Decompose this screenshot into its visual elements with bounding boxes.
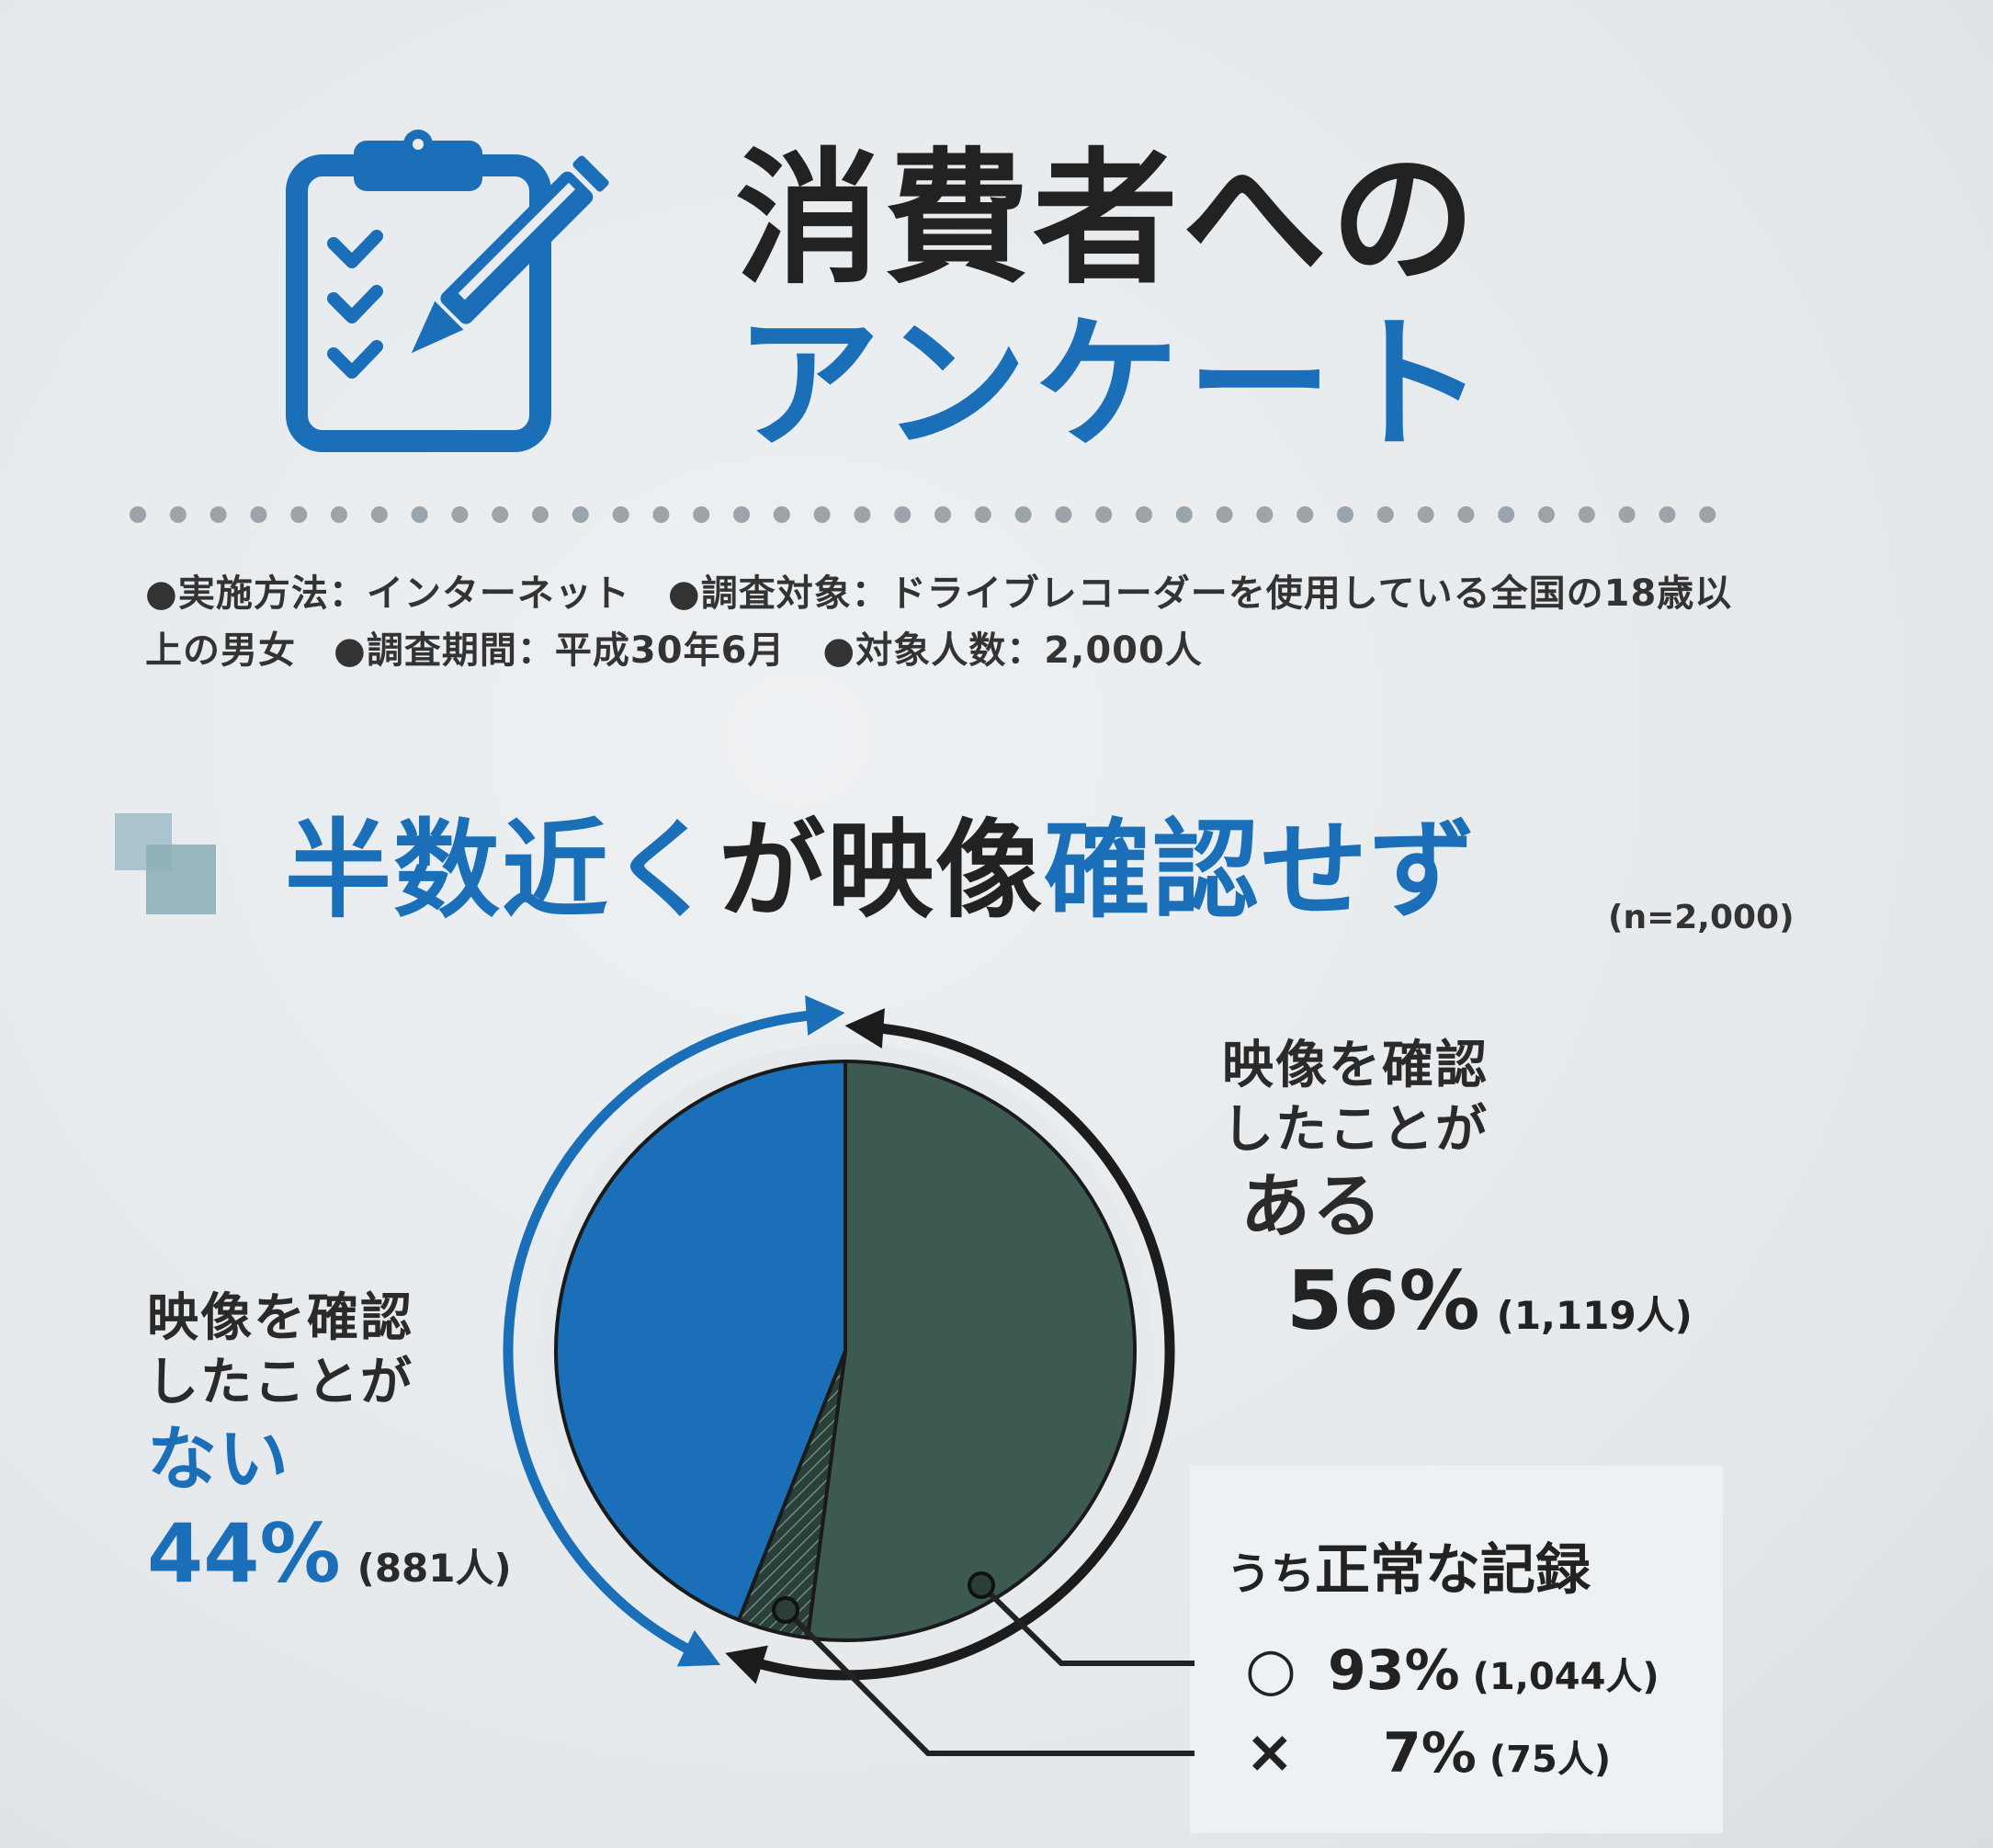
divider-dot [1376,506,1394,523]
divider-dot [370,506,388,523]
divider-dot [1175,506,1193,523]
title-line-2: アンケート [735,300,1492,470]
divider-dot [1417,506,1434,523]
breakdown-row-ng: × 7% (75人) [1245,1718,1611,1786]
divider-dot [813,506,831,523]
divider-dot [773,506,790,523]
label-seen-percent: 56% [1286,1253,1480,1348]
label-seen-line-1: 映像を確認 [1222,1036,1489,1095]
divider-dot [331,506,347,523]
chart-heading: 半数近くが映像確認せず [285,818,1478,924]
divider-dot [1659,506,1676,523]
label-seen-emphasis: ある [1240,1165,1384,1247]
survey-method: ●実施方法：インターネット [145,573,630,615]
divider-dot [1457,506,1475,523]
label-not-seen-percent-row: 44% (881人) [147,1503,512,1619]
label-not-seen: 映像を確認 したことが ない 44% (881人) [147,1287,512,1619]
survey-info: ●実施方法：インターネット ●調査対象：ドライブレコーダーを使用している全国の1… [145,565,1744,679]
breakdown-ng-percent: 7% [1383,1721,1477,1786]
divider-dot [572,506,589,523]
survey-period: ●調査期間：平成30年6月 [334,629,786,672]
label-not-seen-percent: 44% [147,1506,341,1601]
ring-arrow-not-seen-end [805,995,845,1037]
heading-bullet-icon [115,813,216,914]
divider-dot [854,506,871,523]
divider-dot [693,506,710,523]
divider-dot [250,506,267,523]
heading-part-3: 確認せず [1044,809,1478,933]
heading-part-1: 半数近く [285,809,719,933]
divider-dot [1337,506,1353,523]
divider-dot [532,506,549,523]
label-not-seen-emphasis: ない [147,1418,290,1500]
divider-dot [733,506,750,523]
survey-count: ●対象人数：2,000人 [822,629,1203,672]
breakdown-title-main: 正常な記録 [1315,1538,1591,1603]
divider-dot [411,506,428,523]
breakdown-title-prefix: うち [1227,1548,1316,1600]
circle-mark-icon: ○ [1245,1636,1297,1704]
divider-dot [130,506,146,523]
ring-arrow-not-seen-start [676,1629,721,1667]
divider-dot [1699,506,1716,523]
breakdown-ok-percent: 93% [1328,1638,1460,1703]
divider-dot [1014,506,1032,523]
label-seen-percent-row: 56% (1,119人) [1286,1251,1693,1366]
divider-dot [1297,506,1314,523]
divider-dot [290,506,308,523]
divider-dot [169,506,187,523]
survey-target: ●調査対象：ドライブレコーダーを使用している全国の18歳以上の男女 [145,573,1733,672]
breakdown-ng-count: (75人) [1489,1739,1612,1781]
title-line-1: 消費者への [735,135,1479,304]
breakdown-row-ok: ○ 93% (1,044人) [1245,1636,1659,1704]
clipboard-checklist-pen-icon [286,130,609,452]
divider-dot [1095,506,1113,523]
label-not-seen-line-1: 映像を確認 [147,1288,413,1348]
label-seen-line-2: したことが [1222,1100,1489,1160]
divider-dot [1538,506,1555,523]
label-not-seen-count: (881人) [357,1546,512,1591]
divider-dot [894,506,912,523]
divider-dot [1578,506,1595,523]
divider-dot [612,506,629,523]
divider-dot [1055,506,1072,523]
heading-part-2: が映像 [719,809,1044,933]
divider-dot [974,506,991,523]
divider-dot [1498,506,1515,523]
pie-slice-seen-ok [805,1059,1137,1642]
ring-arc-not-seen [503,1009,822,1660]
divider-dot [1136,506,1152,523]
breakdown-box [1190,1466,1723,1833]
divider-dot [209,506,227,523]
divider-dot [652,506,670,523]
label-not-seen-line-2: したことが [147,1353,413,1412]
divider-dot [1256,506,1274,523]
divider-dot [1216,506,1233,523]
sample-size: (n=2,000) [1608,899,1795,936]
divider-dot [451,506,469,523]
ring-arrow-seen-start [844,1008,885,1049]
label-seen-count: (1,119人) [1496,1293,1693,1338]
cross-mark-icon: × [1245,1718,1295,1786]
ring-arrow-seen-end [725,1645,768,1684]
divider-dot [1618,506,1636,523]
breakdown-title: うち正常な記録 [1227,1525,1591,1605]
breakdown-ok-count: (1,044人) [1472,1656,1659,1698]
pie-chart [503,995,1175,1684]
divider-dot [492,506,509,523]
label-seen: 映像を確認 したことが ある 56% (1,119人) [1222,1034,1693,1366]
divider-dot [934,506,951,523]
dotted-divider [130,506,1716,523]
pie-slice-not-seen [554,1059,847,1623]
